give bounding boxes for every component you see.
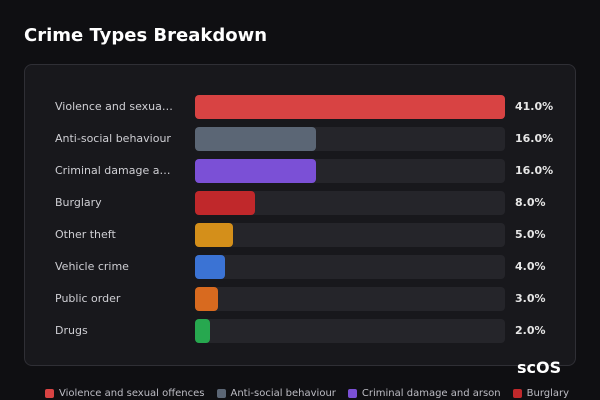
bar [195, 223, 233, 247]
legend-item: Criminal damage and arson [347, 386, 501, 400]
value-label: 2.0% [515, 324, 546, 337]
value-label: 3.0% [515, 292, 546, 305]
legend-swatch [347, 388, 357, 398]
bar [195, 159, 316, 183]
category-label: Vehicle crime [55, 260, 129, 273]
bar-track [195, 287, 505, 311]
category-label: Drugs [55, 324, 88, 337]
legend-swatch [216, 388, 226, 398]
legend: Violence and sexual offences Anti-social … [45, 386, 585, 400]
legend-item: Burglary [512, 386, 570, 400]
value-label: 41.0% [515, 100, 554, 113]
chart-title: Crime Types Breakdown [24, 25, 268, 46]
value-label: 16.0% [515, 164, 554, 177]
value-label: 4.0% [515, 260, 546, 273]
category-label: Violence and sexual offences [55, 100, 173, 113]
bar [195, 127, 316, 151]
legend-label: Anti-social behaviour [230, 387, 336, 399]
value-label: 16.0% [515, 132, 554, 145]
category-label: Public order [55, 292, 121, 305]
bar [195, 95, 505, 119]
category-label: Burglary [55, 196, 102, 209]
bar [195, 287, 218, 311]
watermark: scOS [517, 358, 562, 377]
legend-swatch [45, 388, 54, 398]
category-label: Anti-social behaviour [55, 132, 171, 145]
value-label: 8.0% [515, 196, 546, 209]
bar-track [195, 319, 505, 343]
bar-track [195, 223, 505, 247]
legend-swatch [512, 388, 522, 398]
legend-label: Criminal damage and arson [361, 387, 501, 399]
bar-track [195, 255, 505, 279]
category-label: Other theft [55, 228, 116, 241]
value-label: 5.0% [515, 228, 546, 241]
legend-label: Violence and sexual offences [59, 387, 205, 399]
category-label: Criminal damage and arson [55, 164, 173, 177]
bar [195, 255, 226, 279]
bar [195, 191, 256, 215]
legend-item: Violence and sexual offences [45, 386, 205, 400]
legend-item: Anti-social behaviour [216, 386, 336, 400]
legend-label: Burglary [526, 387, 570, 399]
bar [195, 319, 211, 343]
